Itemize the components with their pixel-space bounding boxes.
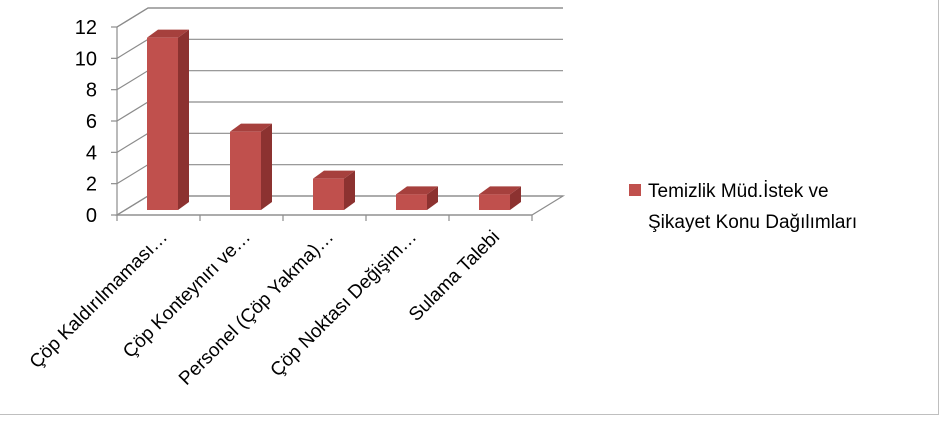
legend-swatch — [629, 184, 641, 196]
bar-front-face — [147, 37, 178, 210]
y-tick-label: 12 — [75, 17, 97, 39]
chart-axes — [111, 26, 533, 221]
legend: Temizlik Müd.İstek ve Şikayet Konu Dağıl… — [629, 181, 857, 233]
y-tick-label: 8 — [86, 80, 97, 102]
bar — [313, 170, 355, 210]
y-tick-label: 10 — [75, 48, 97, 70]
legend-label-line-1: Temizlik Müd.İstek ve — [648, 181, 829, 202]
x-category-label: Çöp Kaldırılmaması… — [26, 227, 172, 373]
bar-front-face — [313, 178, 344, 210]
bar — [147, 29, 189, 210]
bar — [230, 123, 272, 210]
bar-top-face — [230, 123, 272, 132]
y-tick-label: 2 — [86, 174, 97, 196]
chart-frame-right-edge — [938, 0, 939, 415]
bar-front-face — [479, 194, 510, 210]
bar-top-face — [313, 170, 355, 179]
chart-frame-bottom-edge — [0, 414, 939, 415]
x-axis-category-labels: Çöp Kaldırılmaması…Çöp Konteynırı ve…Per… — [26, 227, 504, 390]
bar-top-face — [147, 29, 189, 38]
y-tick-label: 4 — [86, 142, 97, 164]
bar-side-face — [178, 29, 189, 210]
bar-front-face — [230, 131, 261, 210]
x-category-label: Personel (Çöp Yakma)… — [175, 227, 338, 390]
bar-side-face — [344, 170, 355, 210]
bar-side-face — [427, 186, 438, 210]
bar — [479, 186, 521, 210]
bar-side-face — [510, 186, 521, 210]
legend-label-line-2: Şikayet Konu Dağılımları — [648, 212, 857, 233]
bar-top-face — [396, 186, 438, 195]
bar-series — [147, 29, 521, 210]
bar — [396, 186, 438, 210]
bar-front-face — [396, 194, 427, 210]
y-tick-label: 6 — [86, 111, 97, 133]
x-category-label: Çöp Noktası Değişim… — [267, 227, 421, 381]
back-wall-top-edge — [116, 7, 563, 28]
y-axis-tick-labels: 0 2 4 6 8 10 12 — [75, 17, 97, 227]
bar-top-face — [479, 186, 521, 195]
gridline — [116, 7, 563, 28]
bar-side-face — [261, 123, 272, 210]
y-tick-label: 0 — [86, 205, 97, 227]
